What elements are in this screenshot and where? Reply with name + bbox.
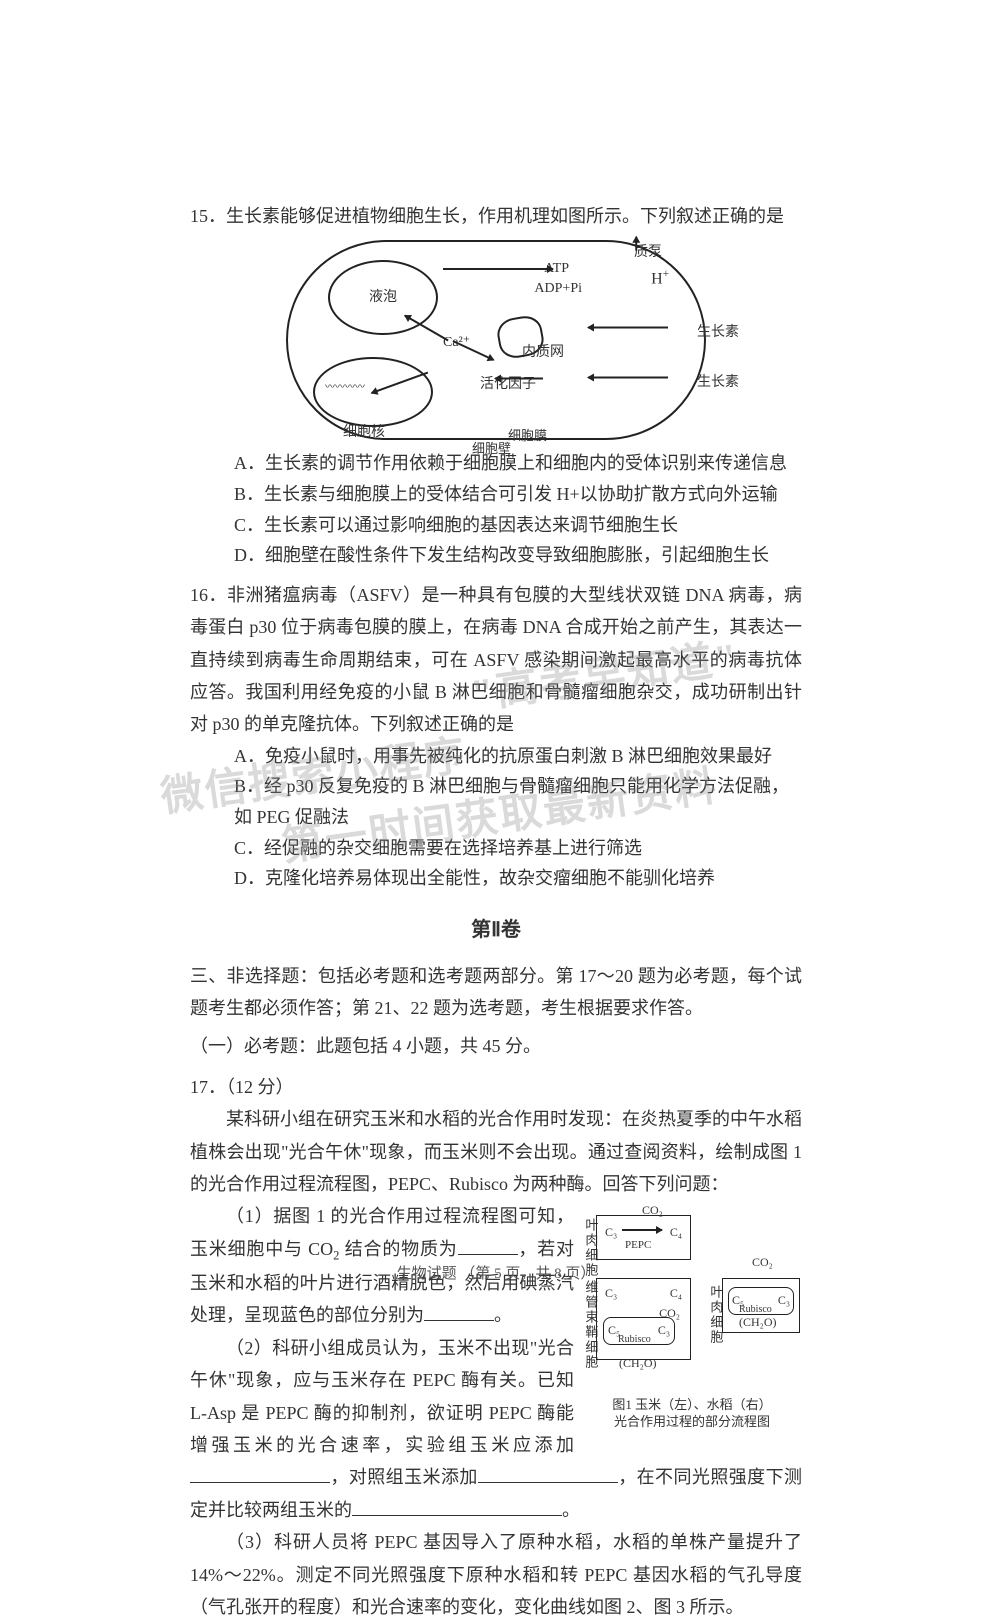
required-header: （一）必考题：此题包括 4 小题，共 45 分。 xyxy=(190,1030,802,1062)
q17-number: 17．（12 分） xyxy=(190,1071,802,1103)
section-2-title: 第Ⅱ卷 xyxy=(190,912,802,948)
q16-options: A．免疫小鼠时，用事先被纯化的抗原蛋白刺激 B 淋巴细胞效果最好 B．经 p30… xyxy=(190,741,802,894)
q16-option-b: B．经 p30 反复免疫的 B 淋巴细胞与骨髓瘤细胞只能用化学方法促融，如 PE… xyxy=(234,771,802,832)
q15-option-d: D．细胞壁在酸性条件下发生结构改变导致细胞膨胀，引起细胞生长 xyxy=(234,540,802,571)
q15-option-b: B．生长素与细胞膜上的受体结合可引发 H+以协助扩散方式向外运输 xyxy=(234,479,802,510)
q16-option-a: A．免疫小鼠时，用事先被纯化的抗原蛋白刺激 B 淋巴细胞效果最好 xyxy=(234,741,802,772)
q17-p1d: 。 xyxy=(494,1305,512,1325)
blank xyxy=(190,1466,330,1483)
q16-option-d: D．克隆化培养易体现出全能性，故杂交瘤细胞不能驯化培养 xyxy=(234,863,802,894)
q16-option-c: C．经促融的杂交细胞需要在选择培养基上进行筛选 xyxy=(234,833,802,864)
activator-label: 活化因子 xyxy=(480,372,536,397)
q17-p1b: 结合的物质为 xyxy=(339,1239,457,1259)
arrow xyxy=(588,377,668,379)
er-label: 内质网 xyxy=(522,340,564,365)
blank xyxy=(424,1304,494,1321)
q17-p2b: ，对照组玉米添加 xyxy=(330,1467,478,1487)
auxin-label-1: 生长素 xyxy=(697,320,739,345)
page-footer: 生物试题 （第 5 页，共 8 页） xyxy=(0,1261,992,1288)
membrane-label: 细胞膜 xyxy=(508,424,547,447)
section-3-header: 三、非选择题：包括必考题和选考题两部分。第 17～20 题为必考题，每个试题考生… xyxy=(190,960,802,1025)
arrow xyxy=(635,237,637,251)
q17-p2a: （2）科研小组成员认为，玉米不出现"光合午休"现象，应与玉米存在 PEPC 酶有… xyxy=(190,1338,574,1455)
blank xyxy=(478,1466,618,1483)
auxin-label-2: 生长素 xyxy=(697,370,739,395)
question-16: 16．非洲猪瘟病毒（ASFV）是一种具有包膜的大型线状双链 DNA 病毒，病毒蛋… xyxy=(190,579,802,894)
blank xyxy=(352,1499,562,1516)
q16-stem: 16．非洲猪瘟病毒（ASFV）是一种具有包膜的大型线状双链 DNA 病毒，病毒蛋… xyxy=(190,579,802,741)
q15-stem: 15．生长素能够促进植物细胞生长，作用机理如图所示。下列叙述正确的是 xyxy=(190,200,802,232)
vacuole-label: 液泡 xyxy=(369,285,397,310)
q17-intro: 某科研小组在研究玉米和水稻的光合作用时发现：在炎热夏季的中午水稻植株会出现"光合… xyxy=(190,1103,802,1200)
pump-label: 质泵 xyxy=(634,240,662,265)
adp-label: ADP+Pi xyxy=(534,276,582,301)
q15-option-a: A．生长素的调节作用依赖于细胞膜上和细胞内的受体识别来传递信息 xyxy=(234,448,802,479)
arrow xyxy=(443,268,553,270)
q15-options: A．生长素的调节作用依赖于细胞膜上和细胞内的受体识别来传递信息 B．生长素与细胞… xyxy=(190,448,802,570)
question-15: 15．生长素能够促进植物细胞生长，作用机理如图所示。下列叙述正确的是 液泡 细胞… xyxy=(190,200,802,571)
q17-para2: （2）科研小组成员认为，玉米不出现"光合午休"现象，应与玉米存在 PEPC 酶有… xyxy=(190,1332,802,1526)
q17-para3: （3）科研人员将 PEPC 基因导入了原种水稻，水稻的单株产量提升了 14%～2… xyxy=(190,1526,802,1623)
q17-p2d: 。 xyxy=(562,1500,580,1520)
hplus-label: H+ xyxy=(651,264,669,294)
nucleus-label: 细胞核 xyxy=(343,420,385,445)
q15-option-c: C．生长素可以通过影响细胞的基因表达来调节细胞生长 xyxy=(234,510,802,541)
question-17: 17．（12 分） 某科研小组在研究玉米和水稻的光合作用时发现：在炎热夏季的中午… xyxy=(190,1071,802,1623)
q15-diagram: 液泡 细胞核 内质网 Ca²⁺ 活化因子 细胞膜 细胞壁 ATP ADP+Pi … xyxy=(286,240,706,440)
wall-label: 细胞壁 xyxy=(472,437,511,460)
arrow xyxy=(588,327,668,329)
blank xyxy=(458,1238,518,1255)
